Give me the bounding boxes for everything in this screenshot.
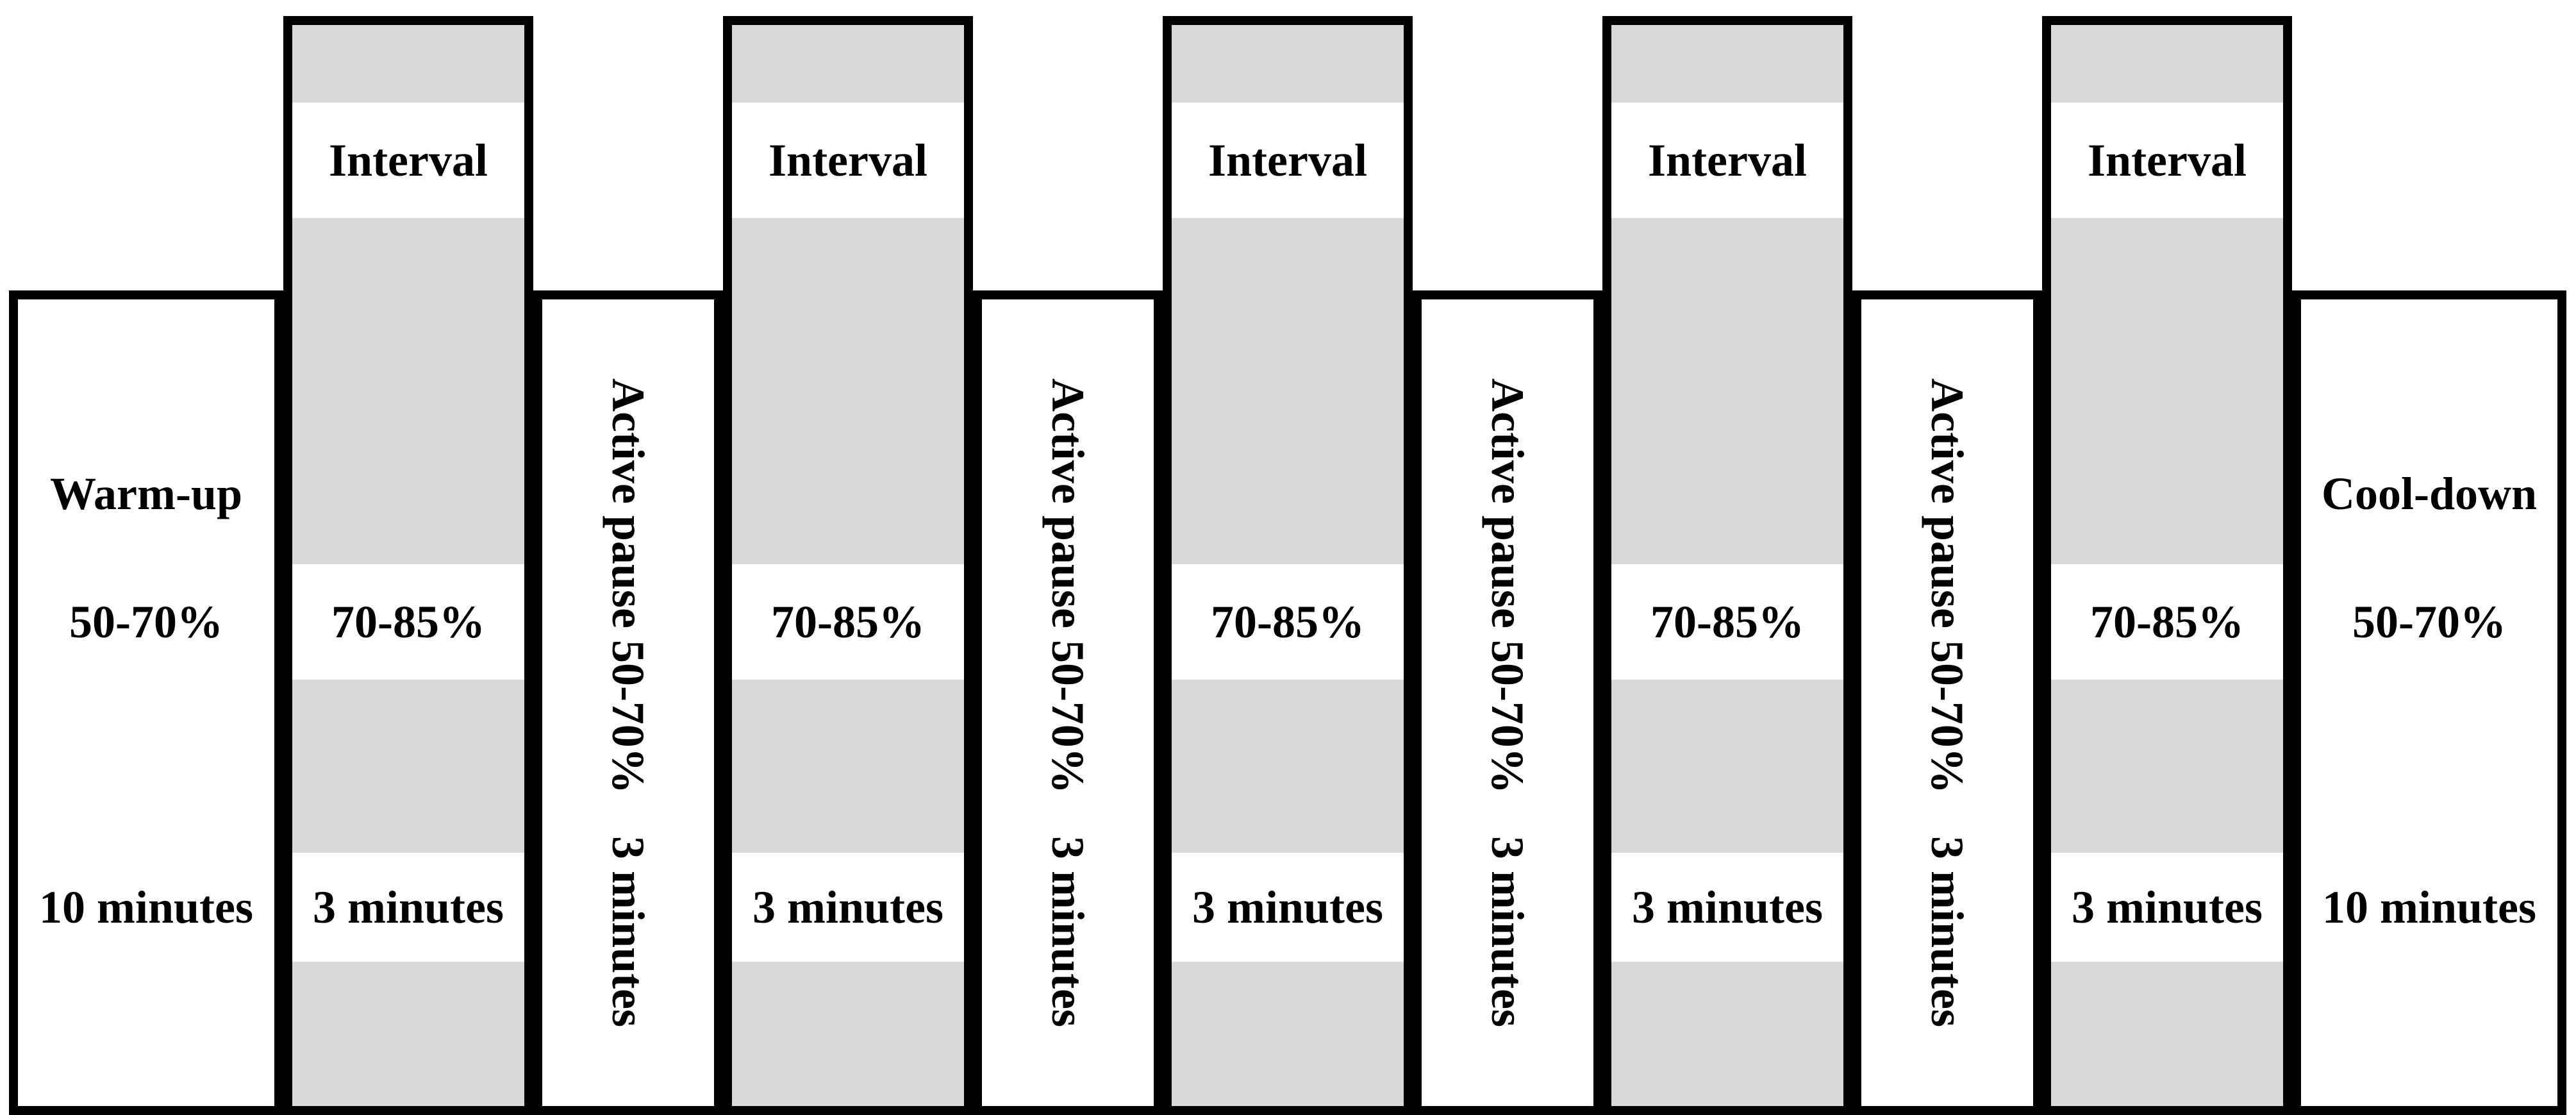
active-pause-duration: 3 minutes: [1922, 835, 1973, 1027]
active-pause-block-4: Active pause 50-70% 3 minutes: [1852, 290, 2042, 1115]
warmup-duration: 10 minutes: [38, 882, 254, 933]
interval-duration-band: 3 minutes: [732, 853, 964, 962]
interval-intensity-band: 70-85%: [1611, 564, 1843, 680]
cooldown-title: Cool-down: [2321, 468, 2538, 519]
warmup-duration-row: 10 minutes: [18, 869, 274, 946]
active-pause-duration: 3 minutes: [1482, 835, 1533, 1027]
interval-block-3: Interval 70-85% 3 minutes: [1163, 16, 1413, 1115]
interval-intensity-band: 70-85%: [2051, 564, 2283, 680]
interval-duration: 3 minutes: [312, 882, 504, 933]
cooldown-intensity-row: 50-70%: [2301, 583, 2557, 660]
interval-intensity-band: 70-85%: [292, 564, 524, 680]
interval-duration: 3 minutes: [2071, 882, 2263, 933]
active-pause-duration: 3 minutes: [602, 835, 654, 1027]
interval-duration: 3 minutes: [1192, 882, 1384, 933]
interval-intensity: 70-85%: [331, 596, 485, 648]
interval-duration-band: 3 minutes: [2051, 853, 2283, 962]
active-pause-label: Active pause 50-70%: [1482, 378, 1533, 794]
interval-title: Interval: [1208, 135, 1367, 186]
interval-title-band: Interval: [732, 103, 964, 218]
active-pause-label: Active pause 50-70%: [602, 378, 654, 794]
interval-block-2: Interval 70-85% 3 minutes: [723, 16, 973, 1115]
interval-intensity: 70-85%: [771, 596, 925, 648]
warmup-block: Warm-up 50-70% 10 minutes: [9, 290, 283, 1115]
interval-title: Interval: [769, 135, 927, 186]
active-pause-label: Active pause 50-70%: [1922, 378, 1973, 794]
cooldown-title-row: Cool-down: [2301, 455, 2557, 532]
warmup-intensity: 50-70%: [69, 596, 223, 648]
active-pause-text: Active pause 50-70% 3 minutes: [1482, 378, 1533, 1027]
interval-title-band: Interval: [292, 103, 524, 218]
active-pause-text: Active pause 50-70% 3 minutes: [1922, 378, 1973, 1027]
interval-duration: 3 minutes: [752, 882, 944, 933]
interval-intensity-band: 70-85%: [1172, 564, 1404, 680]
interval-title-band: Interval: [1611, 103, 1843, 218]
active-pause-block-1: Active pause 50-70% 3 minutes: [533, 290, 723, 1115]
interval-intensity: 70-85%: [1650, 596, 1804, 648]
interval-duration-band: 3 minutes: [1611, 853, 1843, 962]
active-pause-block-3: Active pause 50-70% 3 minutes: [1413, 290, 1602, 1115]
cooldown-intensity: 50-70%: [2352, 596, 2506, 648]
interval-block-1: Interval 70-85% 3 minutes: [283, 16, 533, 1115]
interval-title-band: Interval: [2051, 103, 2283, 218]
cooldown-duration-row: 10 minutes: [2301, 869, 2557, 946]
interval-title: Interval: [2088, 135, 2247, 186]
active-pause-block-2: Active pause 50-70% 3 minutes: [973, 290, 1163, 1115]
interval-duration: 3 minutes: [1631, 882, 1824, 933]
interval-block-4: Interval 70-85% 3 minutes: [1602, 16, 1852, 1115]
warmup-title: Warm-up: [49, 468, 243, 519]
interval-intensity-band: 70-85%: [732, 564, 964, 680]
interval-title-band: Interval: [1172, 103, 1404, 218]
interval-intensity: 70-85%: [1211, 596, 1365, 648]
interval-block-5: Interval 70-85% 3 minutes: [2042, 16, 2292, 1115]
interval-title: Interval: [329, 135, 488, 186]
cooldown-block: Cool-down 50-70% 10 minutes: [2292, 290, 2566, 1115]
interval-duration-band: 3 minutes: [292, 853, 524, 962]
interval-title: Interval: [1648, 135, 1807, 186]
warmup-intensity-row: 50-70%: [18, 583, 274, 660]
interval-duration-band: 3 minutes: [1172, 853, 1404, 962]
active-pause-text: Active pause 50-70% 3 minutes: [1042, 378, 1093, 1027]
interval-intensity: 70-85%: [2090, 596, 2244, 648]
active-pause-duration: 3 minutes: [1042, 835, 1093, 1027]
cooldown-duration: 10 minutes: [2322, 882, 2537, 933]
active-pause-text: Active pause 50-70% 3 minutes: [602, 378, 654, 1027]
active-pause-label: Active pause 50-70%: [1042, 378, 1093, 794]
warmup-title-row: Warm-up: [18, 455, 274, 532]
